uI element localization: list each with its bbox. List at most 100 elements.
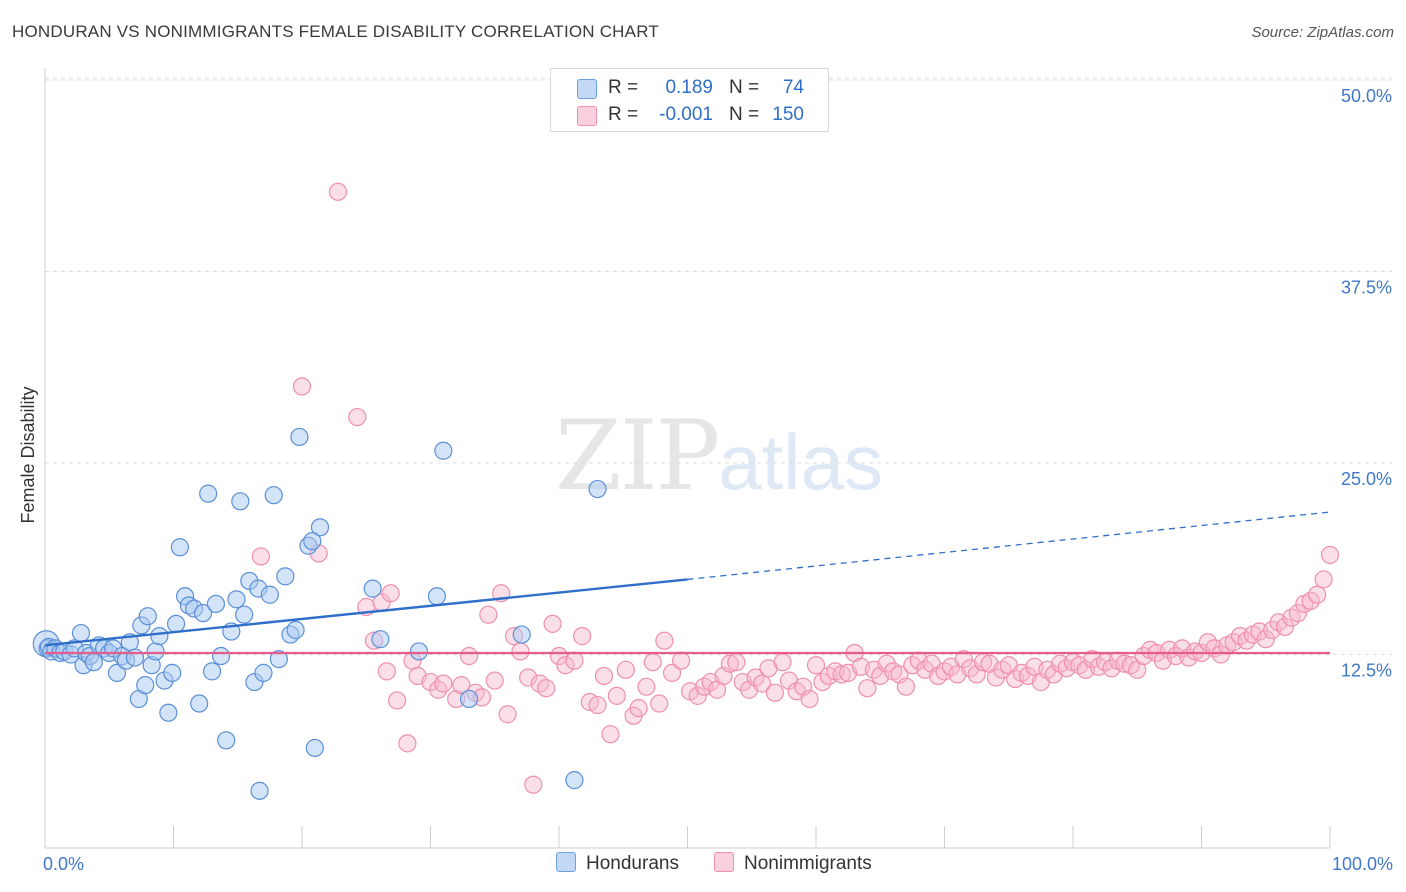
nonimmigrants-point bbox=[896, 677, 916, 696]
hondurans-point bbox=[427, 587, 447, 606]
nonimmigrants-point bbox=[594, 666, 614, 686]
hondurans-point bbox=[125, 648, 145, 667]
hondurans-point bbox=[310, 518, 330, 537]
nonimmigrants-point bbox=[328, 182, 348, 201]
hondurans-point bbox=[217, 731, 236, 750]
n-value: 74 bbox=[782, 77, 804, 98]
r-value: 0.189 bbox=[665, 77, 713, 98]
nonimmigrants-point bbox=[752, 674, 772, 693]
n-label: N = bbox=[729, 77, 760, 98]
nonimmigrants-point bbox=[479, 605, 498, 624]
nonimmigrants-point bbox=[511, 642, 530, 661]
tick-labels: 12.5% 25.0% 37.5% 50.0% 0.0% 100.0% Female Dis… bbox=[18, 86, 1393, 874]
hondurans-point bbox=[409, 642, 429, 661]
nonimmigrants-point bbox=[629, 699, 648, 718]
hondurans-point bbox=[250, 781, 269, 800]
hondurans-point bbox=[199, 484, 218, 503]
legend-item-nonimmigrants: Nonimmigrants bbox=[714, 852, 872, 875]
nonimmigrants-point bbox=[954, 649, 973, 669]
nonimmigrants-point bbox=[459, 646, 479, 666]
hondurans-point bbox=[227, 590, 246, 609]
nonimmigrants-point bbox=[292, 377, 312, 396]
hondurans-trend-solid bbox=[44, 578, 688, 647]
nonimmigrants-point bbox=[601, 725, 620, 744]
hondurans-point bbox=[190, 694, 209, 713]
nonimmigrants-point bbox=[530, 674, 549, 693]
legend-label-nonimmigrants: Nonimmigrants bbox=[744, 853, 872, 874]
legend-row-hondurans: R = 0.189 N = 74 bbox=[551, 75, 828, 101]
nonimmigrants-point bbox=[452, 676, 471, 695]
nonimmigrants-point bbox=[616, 660, 635, 679]
nonimmigrants-point bbox=[1121, 656, 1140, 675]
hondurans-point bbox=[138, 607, 157, 626]
hondurans-point bbox=[286, 620, 305, 640]
r-value: -0.001 bbox=[659, 104, 713, 125]
source-label: Source: ZipAtlas.com bbox=[1251, 24, 1394, 41]
hondurans-point bbox=[107, 663, 127, 682]
nonimmigrants-point bbox=[1185, 642, 1205, 661]
nonimmigrants-legend-swatch bbox=[714, 852, 734, 872]
hondurans-point bbox=[303, 532, 322, 551]
nonimmigrants-swatch bbox=[577, 106, 597, 126]
hondurans-legend-swatch bbox=[556, 852, 576, 872]
nonimmigrants-point bbox=[671, 651, 691, 670]
nonimmigrants-point bbox=[434, 674, 453, 693]
nonimmigrants-point bbox=[573, 627, 592, 646]
hondurans-point bbox=[459, 689, 479, 709]
hondurans-point bbox=[146, 642, 165, 661]
hondurans-point bbox=[276, 567, 295, 586]
nonimmigrants-point bbox=[398, 734, 417, 753]
trend-lines bbox=[44, 511, 1331, 655]
nonimmigrants-point bbox=[607, 686, 626, 705]
hondurans-point bbox=[163, 663, 182, 682]
nonimmigrants-point bbox=[662, 663, 682, 682]
hondurans-point bbox=[206, 594, 226, 614]
hondurans-point bbox=[260, 585, 279, 604]
hondurans-point bbox=[264, 486, 283, 505]
y-tick-label: 37.5% bbox=[1341, 278, 1392, 298]
y-tick-label: 12.5% bbox=[1341, 661, 1392, 681]
nonimmigrants-point bbox=[543, 614, 562, 633]
nonimmigrants-point bbox=[1275, 617, 1295, 637]
nonimmigrants-point bbox=[1211, 645, 1230, 664]
nonimmigrants-point bbox=[650, 694, 669, 713]
nonimmigrants-point bbox=[765, 683, 784, 702]
nonimmigrants-point bbox=[348, 407, 367, 427]
hondurans-point bbox=[269, 649, 288, 669]
axes bbox=[44, 68, 1331, 849]
nonimmigrants-point bbox=[643, 653, 662, 672]
legend-stats: R = 0.189 N = 74 R = -0.001 N = 150 bbox=[550, 68, 829, 132]
x-tick-label-min: 0.0% bbox=[43, 854, 84, 874]
nonimmigrants-point bbox=[251, 547, 270, 566]
hondurans-point bbox=[290, 427, 309, 447]
nonimmigrants-point bbox=[377, 662, 396, 681]
nonimmigrants-point bbox=[688, 686, 707, 705]
hondurans-trend-dashed bbox=[687, 511, 1331, 581]
watermark: ZIPatlas bbox=[555, 400, 883, 512]
nonimmigrants-point bbox=[381, 584, 400, 603]
legend-label-hondurans: Hondurans bbox=[586, 853, 679, 874]
nonimmigrants-point bbox=[565, 651, 584, 670]
nonimmigrants-point bbox=[727, 653, 746, 672]
hondurans-point bbox=[211, 646, 231, 666]
nonimmigrants-point bbox=[1314, 570, 1333, 589]
nonimmigrants-point bbox=[655, 631, 674, 650]
hondurans-point bbox=[588, 479, 607, 499]
nonimmigrants-point bbox=[637, 677, 656, 696]
legend-row-nonimmigrants: R = -0.001 N = 150 bbox=[551, 102, 828, 128]
y-tick-label: 50.0% bbox=[1341, 86, 1392, 106]
y-axis-label: Female Disability bbox=[18, 386, 38, 523]
r-label: R = bbox=[608, 104, 639, 125]
hondurans-point bbox=[434, 441, 453, 460]
hondurans-point bbox=[235, 605, 254, 624]
nonimmigrants-point bbox=[720, 654, 740, 673]
nonimmigrants-point bbox=[806, 656, 826, 675]
legend-item-hondurans: Hondurans bbox=[556, 852, 679, 875]
nonimmigrants-point bbox=[993, 660, 1012, 679]
nonimmigrants-point bbox=[832, 665, 851, 684]
nonimmigrants-point bbox=[1320, 545, 1340, 565]
hondurans-point bbox=[170, 538, 190, 557]
nonimmigrants-point bbox=[485, 671, 504, 690]
x-tick-label-max: 100.0% bbox=[1332, 854, 1393, 874]
